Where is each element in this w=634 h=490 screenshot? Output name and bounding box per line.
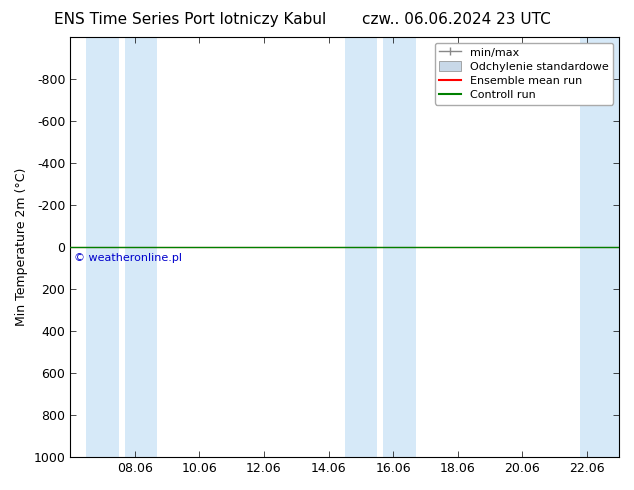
Bar — [384, 37, 416, 457]
Text: czw.. 06.06.2024 23 UTC: czw.. 06.06.2024 23 UTC — [362, 12, 551, 27]
Bar — [125, 37, 157, 457]
Y-axis label: Min Temperature 2m (°C): Min Temperature 2m (°C) — [15, 168, 28, 326]
Bar — [580, 37, 619, 457]
Bar — [86, 37, 119, 457]
Bar — [345, 37, 377, 457]
Legend: min/max, Odchylenie standardowe, Ensemble mean run, Controll run: min/max, Odchylenie standardowe, Ensembl… — [435, 43, 614, 104]
Text: ENS Time Series Port lotniczy Kabul: ENS Time Series Port lotniczy Kabul — [54, 12, 327, 27]
Text: © weatheronline.pl: © weatheronline.pl — [74, 253, 181, 264]
